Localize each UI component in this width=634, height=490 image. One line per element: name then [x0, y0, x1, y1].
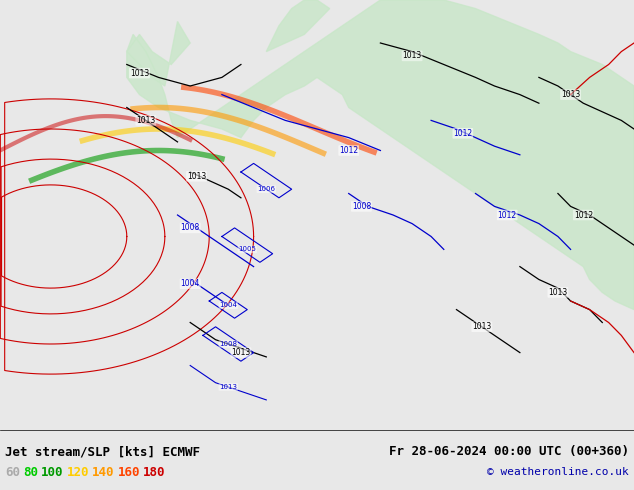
Text: 1008: 1008 [181, 223, 200, 232]
Text: 1008: 1008 [352, 202, 371, 211]
Text: 1005: 1005 [238, 246, 256, 252]
Text: 100: 100 [41, 466, 63, 479]
Text: Fr 28-06-2024 00:00 UTC (00+360): Fr 28-06-2024 00:00 UTC (00+360) [389, 445, 629, 458]
Text: 1013: 1013 [130, 69, 149, 77]
Text: 180: 180 [143, 466, 165, 479]
Text: 1008: 1008 [219, 341, 237, 347]
Text: 1012: 1012 [574, 211, 593, 220]
Polygon shape [266, 0, 330, 51]
Text: 140: 140 [92, 466, 115, 479]
Text: 1004: 1004 [219, 302, 237, 308]
Polygon shape [127, 0, 634, 310]
Text: 1012: 1012 [453, 129, 472, 138]
Text: 1013: 1013 [231, 348, 250, 357]
Text: 1013: 1013 [403, 51, 422, 60]
Text: 80: 80 [23, 466, 38, 479]
Text: 1013: 1013 [187, 172, 206, 181]
Text: 1013: 1013 [219, 384, 237, 390]
Text: 160: 160 [117, 466, 140, 479]
Text: 1013: 1013 [561, 90, 580, 99]
Text: © weatheronline.co.uk: © weatheronline.co.uk [488, 467, 629, 477]
Text: 1004: 1004 [181, 279, 200, 288]
Text: 1013: 1013 [472, 322, 491, 331]
Text: 60: 60 [5, 466, 20, 479]
Text: 120: 120 [67, 466, 89, 479]
Text: 1012: 1012 [498, 211, 517, 220]
Text: 1012: 1012 [339, 146, 358, 155]
Text: 1013: 1013 [548, 288, 567, 297]
Text: 1006: 1006 [257, 186, 275, 192]
Text: 1013: 1013 [136, 116, 155, 125]
Text: Jet stream/SLP [kts] ECMWF: Jet stream/SLP [kts] ECMWF [5, 445, 200, 458]
